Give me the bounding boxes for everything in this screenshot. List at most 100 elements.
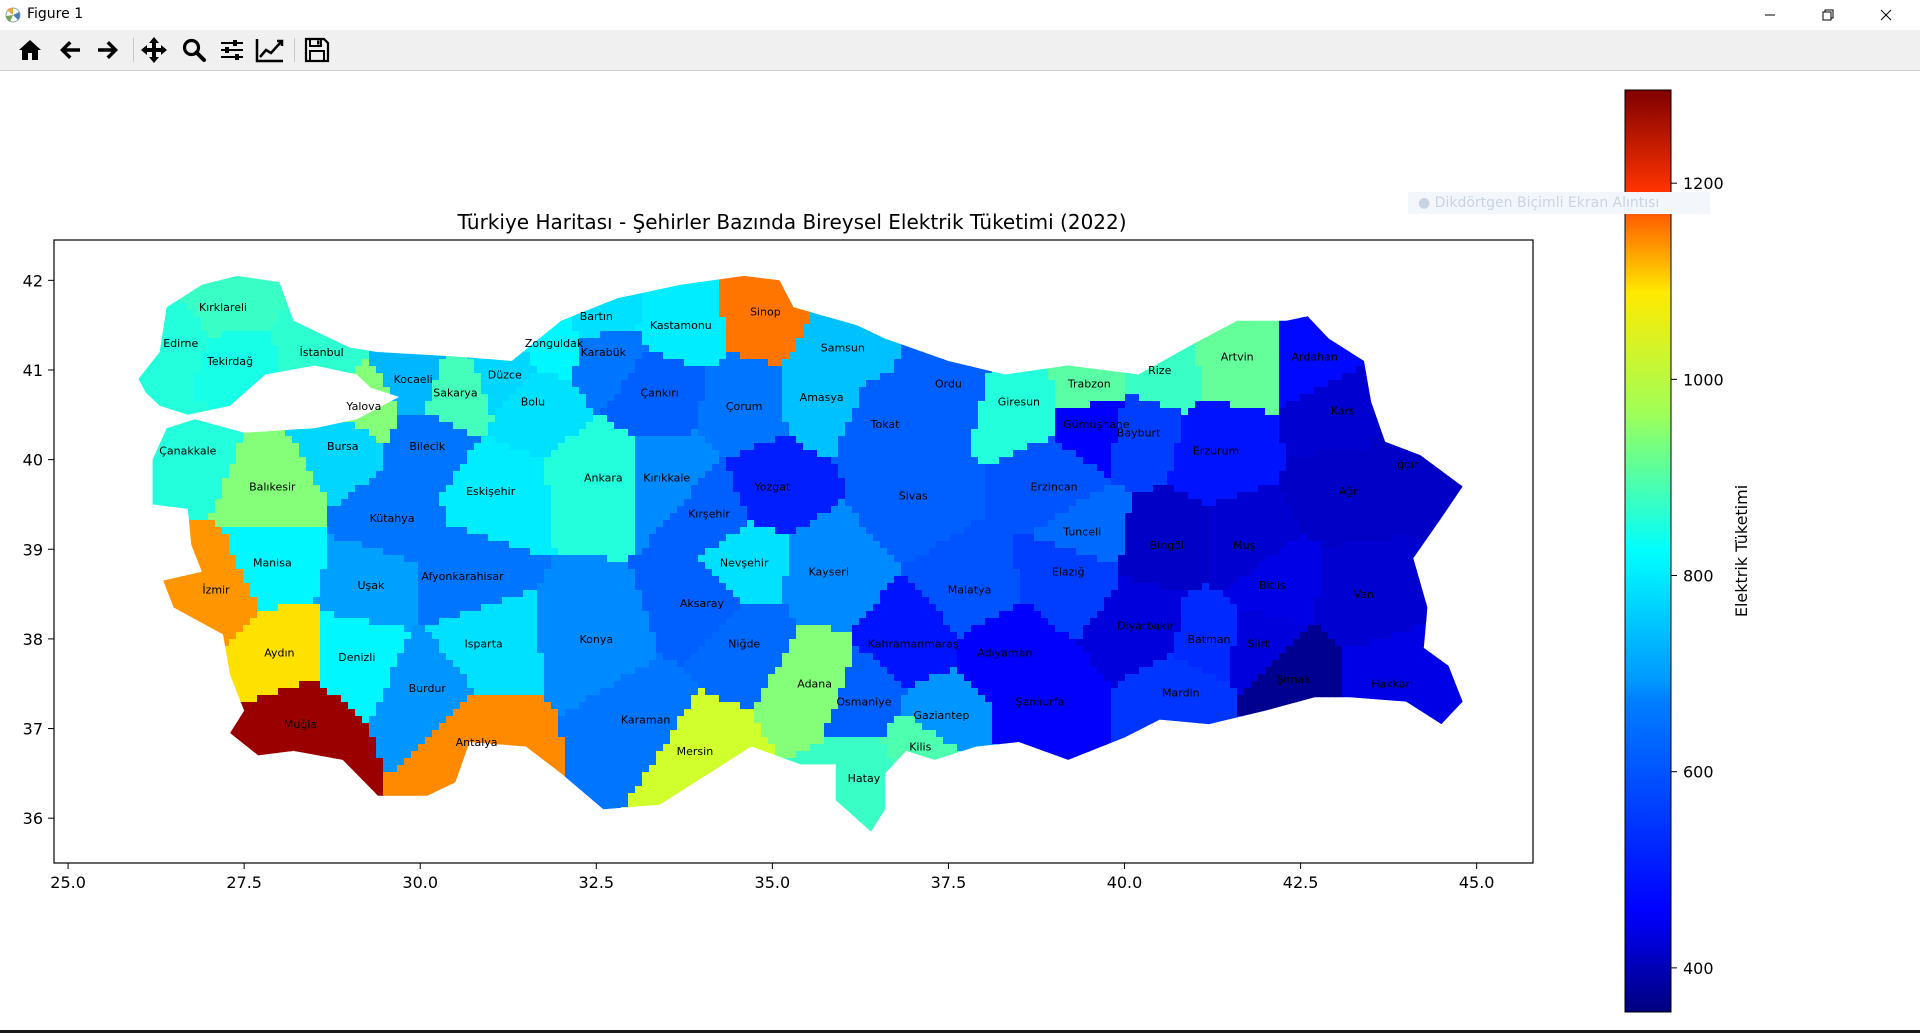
province-cell: [1069, 366, 1077, 374]
province-cell: [180, 317, 188, 325]
province-cell: [1202, 282, 1210, 290]
province-cell: [831, 338, 839, 346]
province-cell: [68, 254, 76, 262]
province-cell: [1034, 254, 1042, 262]
province-cell: [474, 282, 482, 290]
province-cell: [1447, 275, 1455, 283]
restore-button[interactable]: [1804, 0, 1852, 30]
province-cell: [516, 275, 524, 283]
figure-canvas[interactable]: Türkiye Haritası - Şehirler Bazında Bire…: [0, 71, 1920, 1030]
province-cell: [817, 275, 825, 283]
province-cell: [271, 345, 279, 353]
home-button[interactable]: [14, 34, 46, 66]
province-cell: [1111, 303, 1119, 311]
province-cell: [1188, 303, 1196, 311]
province-cell: [999, 331, 1007, 339]
province-cell: [411, 331, 419, 339]
province-cell: [201, 275, 209, 283]
zoom-button[interactable]: [178, 34, 210, 66]
edit-axis-button[interactable]: [254, 34, 286, 66]
province-cell: [1034, 268, 1042, 276]
province-cell: [1230, 310, 1238, 318]
province-cell: [1132, 366, 1140, 374]
province-cell: [1489, 254, 1497, 262]
province-cell: [761, 268, 769, 276]
province-cell: [656, 303, 664, 311]
province-cell: [124, 352, 132, 360]
province-cell: [537, 275, 545, 283]
province-cell: [404, 366, 412, 374]
province-cell: [341, 338, 349, 346]
province-cell: [1419, 338, 1427, 346]
province-cell: [166, 275, 174, 283]
province-cell: [999, 240, 1007, 248]
province-cell: [1202, 352, 1210, 360]
province-cell: [1517, 303, 1525, 311]
province-cell: [859, 254, 867, 262]
province-cell: [299, 380, 307, 388]
minimize-button[interactable]: [1746, 0, 1794, 30]
province-cell: [1146, 289, 1154, 297]
province-cell: [831, 331, 839, 339]
province-cell: [173, 268, 181, 276]
province-cell: [1489, 387, 1497, 395]
province-cell: [145, 338, 153, 346]
forward-button[interactable]: [92, 34, 124, 66]
province-cell: [733, 387, 741, 395]
province-cell: [999, 366, 1007, 374]
province-cell: [796, 373, 804, 381]
province-cell: [943, 289, 951, 297]
province-cell: [1510, 268, 1518, 276]
province-cell: [670, 331, 678, 339]
province-cell: [705, 352, 713, 360]
province-cell: [68, 296, 76, 304]
province-cell: [313, 282, 321, 290]
province-cell: [61, 282, 69, 290]
province-cell: [1153, 261, 1161, 269]
province-cell: [859, 289, 867, 297]
province-cell: [1230, 247, 1238, 255]
province-cell: [1244, 373, 1252, 381]
province-cell: [817, 282, 825, 290]
province-cell: [1237, 282, 1245, 290]
province-cell: [719, 254, 727, 262]
province-cell: [1475, 324, 1483, 332]
province-cell: [1244, 289, 1252, 297]
province-cell: [481, 352, 489, 360]
configure-subplots-button[interactable]: [216, 34, 248, 66]
province-cell: [376, 310, 384, 318]
pan-button[interactable]: [138, 34, 170, 66]
province-cell: [1258, 275, 1266, 283]
province-cell: [1426, 296, 1434, 304]
province-cell: [159, 310, 167, 318]
province-cell: [761, 303, 769, 311]
save-button[interactable]: [301, 34, 333, 66]
province-cell: [1293, 296, 1301, 304]
province-cell: [1314, 352, 1322, 360]
province-cell: [803, 289, 811, 297]
province-cell: [1412, 345, 1420, 353]
close-button[interactable]: [1862, 0, 1910, 30]
province-cell: [1209, 359, 1217, 367]
province-cell: [138, 296, 146, 304]
province-cell: [411, 303, 419, 311]
province-cell: [901, 289, 909, 297]
province-cell: [194, 317, 202, 325]
province-cell: [642, 359, 650, 367]
province-cell: [1048, 345, 1056, 353]
province-cell: [1363, 366, 1371, 374]
province-cell: [488, 317, 496, 325]
province-cell: [768, 268, 776, 276]
province-cell: [166, 394, 174, 402]
province-cell: [1398, 373, 1406, 381]
province-cell: [1489, 380, 1497, 388]
province-cell: [992, 394, 1000, 402]
province-cell: [229, 366, 237, 374]
province-cell: [698, 345, 706, 353]
province-cell: [719, 345, 727, 353]
province-cell: [89, 352, 97, 360]
province-cell: [1055, 303, 1063, 311]
province-cell: [61, 366, 69, 374]
back-button[interactable]: [54, 34, 86, 66]
province-cell: [789, 282, 797, 290]
